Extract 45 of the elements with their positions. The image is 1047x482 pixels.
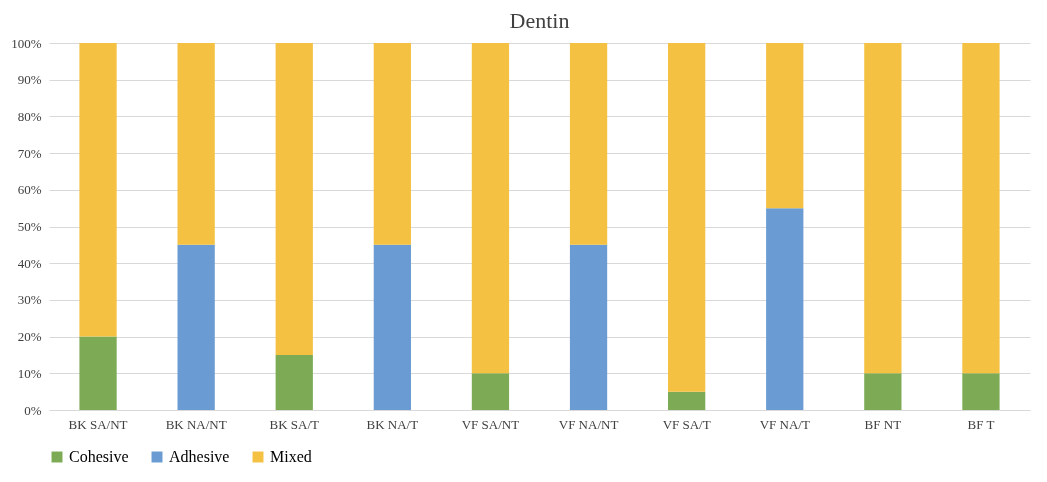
- x-tick-label: BF NT: [864, 416, 902, 432]
- y-tick-label: 100%: [11, 35, 42, 51]
- y-tick-label: 30%: [17, 292, 42, 308]
- bar: [962, 43, 1000, 374]
- y-tick-label: 40%: [17, 255, 42, 271]
- bar: [471, 373, 510, 410]
- y-tick-label: 90%: [17, 72, 42, 88]
- bar: [275, 43, 313, 355]
- y-tick-label: 20%: [17, 329, 42, 345]
- bar: [668, 43, 706, 392]
- y-tick-label: 0%: [24, 402, 42, 418]
- bar: [373, 43, 411, 245]
- bar: [569, 43, 608, 245]
- bar: [177, 244, 215, 410]
- y-tick-label: 50%: [17, 219, 42, 234]
- x-tick-label: BK NA/NT: [165, 416, 227, 432]
- y-tick-label: 60%: [17, 182, 42, 198]
- y-tick-label: 10%: [17, 365, 42, 381]
- chart-title: Dentin: [509, 8, 570, 33]
- y-tick-label: 80%: [17, 108, 42, 124]
- bar: [766, 43, 804, 209]
- x-tick-label: VF NA/T: [759, 416, 810, 432]
- bar: [79, 43, 117, 337]
- legend-label: Adhesive: [169, 448, 230, 465]
- bar: [864, 373, 902, 410]
- bar: [471, 43, 510, 374]
- bar: [864, 43, 902, 374]
- bar: [275, 354, 313, 410]
- x-tick-label: BF T: [967, 416, 995, 432]
- bar: [569, 244, 608, 410]
- bar: [177, 43, 215, 245]
- bar: [766, 208, 804, 410]
- bar: [668, 391, 706, 410]
- x-tick-label: BK SA/T: [269, 416, 320, 432]
- bar: [962, 373, 1000, 410]
- x-tick-label: BK NA/T: [366, 416, 419, 432]
- bar: [79, 336, 117, 410]
- x-tick-label: VF SA/T: [662, 416, 711, 432]
- legend-label: Cohesive: [69, 448, 129, 465]
- x-tick-label: VF NA/NT: [558, 416, 619, 432]
- legend-label: Mixed: [270, 448, 312, 465]
- bar: [373, 244, 411, 410]
- x-tick-label: VF SA/NT: [461, 416, 520, 432]
- x-tick-label: BK SA/NT: [68, 416, 128, 432]
- y-tick-label: 70%: [17, 145, 42, 161]
